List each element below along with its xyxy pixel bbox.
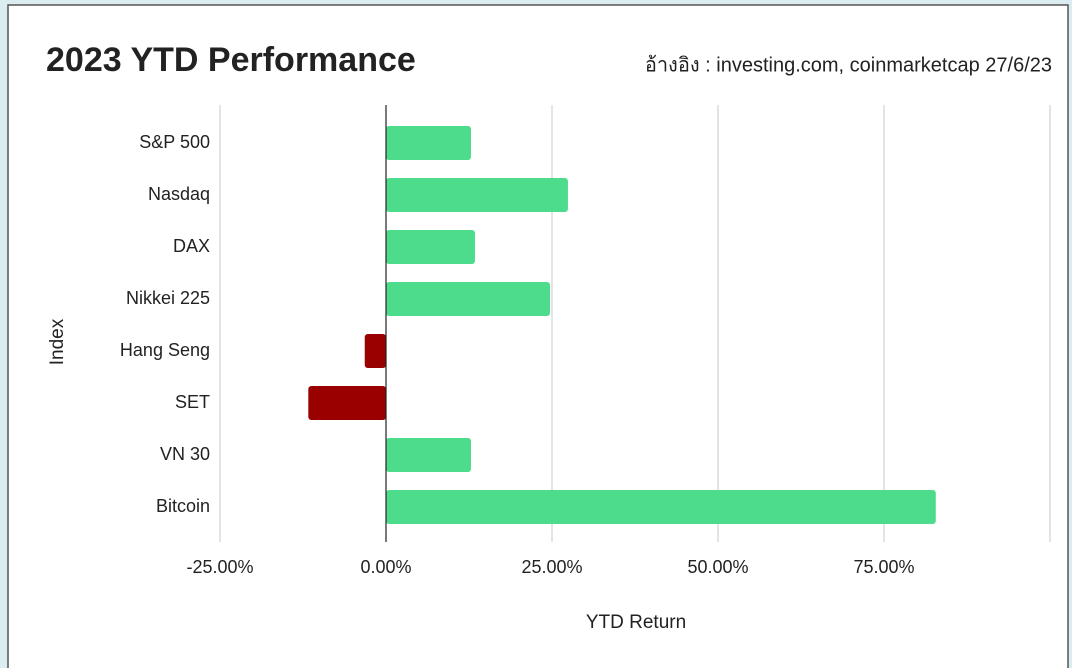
bar <box>386 438 471 472</box>
x-axis-label: YTD Return <box>586 612 686 633</box>
y-axis-label: Index <box>47 318 68 365</box>
y-tick-label: Bitcoin <box>156 496 210 516</box>
x-tick-label: 50.00% <box>687 557 748 577</box>
bar <box>386 490 936 524</box>
y-tick-label: SET <box>175 392 210 412</box>
y-tick-label: S&P 500 <box>139 132 210 152</box>
y-tick-label: Nikkei 225 <box>126 288 210 308</box>
x-tick-label: 25.00% <box>521 557 582 577</box>
x-tick-label: -25.00% <box>186 557 253 577</box>
x-tick-label: 0.00% <box>360 557 411 577</box>
y-tick-label: Nasdaq <box>148 184 210 204</box>
x-tick-label: 75.00% <box>853 557 914 577</box>
card <box>7 4 1069 668</box>
y-tick-label: Hang Seng <box>120 340 210 360</box>
bar <box>386 126 471 160</box>
chart-subtitle: อ้างอิง : investing.com, coinmarketcap 2… <box>645 54 1052 76</box>
y-tick-label: DAX <box>173 236 210 256</box>
bar <box>386 282 551 316</box>
bar <box>386 178 568 212</box>
y-tick-label: VN 30 <box>160 444 210 464</box>
bar <box>386 230 475 264</box>
chart-title: 2023 YTD Performance <box>46 41 416 79</box>
bar <box>364 334 386 368</box>
bar <box>308 386 386 420</box>
